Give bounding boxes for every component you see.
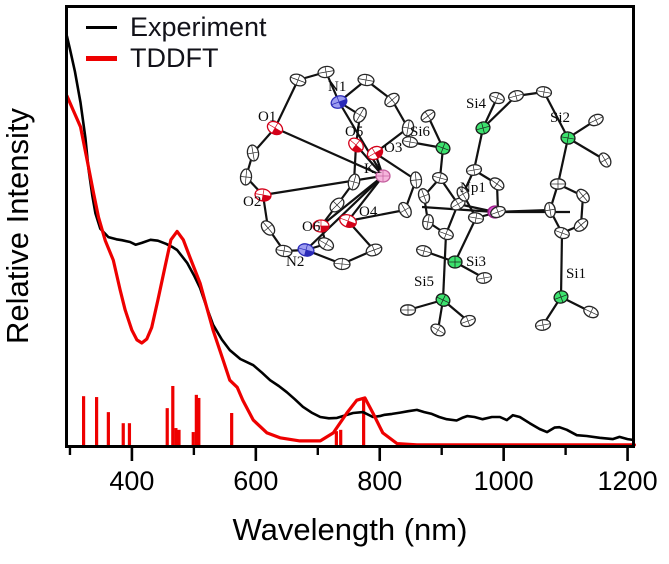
legend-label-tddft: TDDFT <box>130 43 219 73</box>
x-tick-label: 800 <box>357 466 402 496</box>
x-tick-label: 1000 <box>474 466 534 496</box>
y-axis-title: Relative Intensity <box>0 107 35 345</box>
tddft-line-swatch <box>86 56 117 61</box>
legend-label-experiment: Experiment <box>130 12 267 42</box>
legend-item-tddft: TDDFT <box>86 43 267 74</box>
legend: Experiment TDDFT <box>86 12 267 74</box>
x-tick-label: 600 <box>233 466 278 496</box>
x-tick-label: 1200 <box>598 466 658 496</box>
experiment-line-swatch <box>86 26 117 29</box>
legend-item-experiment: Experiment <box>86 12 267 43</box>
plot-frame <box>65 5 635 448</box>
x-axis-title: Wavelength (nm) <box>232 512 468 547</box>
experiment-curve <box>65 34 636 442</box>
tddft-curve <box>65 94 637 447</box>
x-tick-label: 400 <box>109 466 154 496</box>
